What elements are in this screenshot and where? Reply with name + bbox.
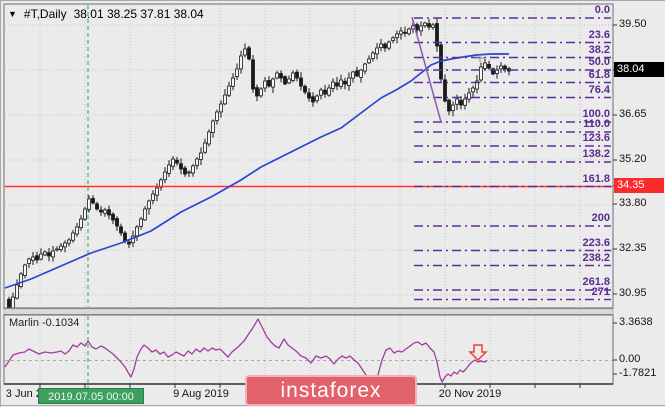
ohlc-values: 38.01 38.25 37.81 38.04 bbox=[73, 7, 204, 21]
date-label: 20 Nov 2019 bbox=[438, 388, 502, 400]
price-scale-label: 33.80 bbox=[619, 197, 647, 209]
fib-level-label: 200 bbox=[591, 212, 610, 224]
price-scale-label: 35.20 bbox=[619, 153, 647, 165]
price-scale-label: 32.35 bbox=[619, 242, 647, 254]
sell-signal-arrow-icon bbox=[468, 344, 488, 362]
indicator-scale-label: 3.3638 bbox=[619, 316, 653, 328]
fib-level-label: 138.2 bbox=[582, 148, 610, 160]
fib-level-label: 76.4 bbox=[588, 83, 610, 96]
crosshair-time-badge: 2019.07.05 00:00 bbox=[38, 388, 144, 404]
fib-level-label: 23.6 bbox=[588, 28, 610, 41]
indicator-name-label: Marlin -0.1034 bbox=[9, 317, 80, 329]
broker-watermark: instaforex bbox=[245, 375, 417, 406]
fib-level-label: 223.6 bbox=[582, 236, 610, 249]
current-price-badge: 38.04 bbox=[614, 62, 664, 77]
fib-level-label: 61.8 bbox=[588, 68, 610, 81]
price-scale-label: 30.95 bbox=[619, 287, 647, 299]
price-scale-label: 39.50 bbox=[619, 18, 647, 30]
fib-level-label: 38.2 bbox=[588, 43, 610, 56]
fib-level-label: 161.8 bbox=[582, 172, 610, 185]
symbol-period-label: #T,Daily bbox=[23, 7, 67, 21]
fib-level-label: 100.0 bbox=[582, 108, 610, 120]
chart-title: ▼ #T,Daily 38.01 38.25 37.81 38.04 bbox=[8, 7, 204, 21]
fib-level-label: 238.2 bbox=[582, 251, 610, 264]
chevron-down-icon[interactable]: ▼ bbox=[8, 9, 17, 19]
alert-price-badge: 34.35 bbox=[614, 178, 664, 193]
fib-level-label: 123.6 bbox=[582, 132, 610, 144]
fib-level-label: 50.0 bbox=[588, 56, 610, 68]
indicator-scale-label: 0.00 bbox=[619, 353, 641, 365]
price-scale-label: 36.65 bbox=[619, 108, 647, 120]
fib-level-label: 271 bbox=[591, 285, 610, 298]
date-label: 9 Aug 2019 bbox=[173, 388, 229, 400]
indicator-scale-label: -1.7821 bbox=[619, 367, 657, 379]
fib-level-label: 0.0 bbox=[594, 4, 610, 16]
fib-level-label: 110.0 bbox=[583, 118, 610, 130]
fib-level-label: 261.8 bbox=[582, 276, 610, 288]
